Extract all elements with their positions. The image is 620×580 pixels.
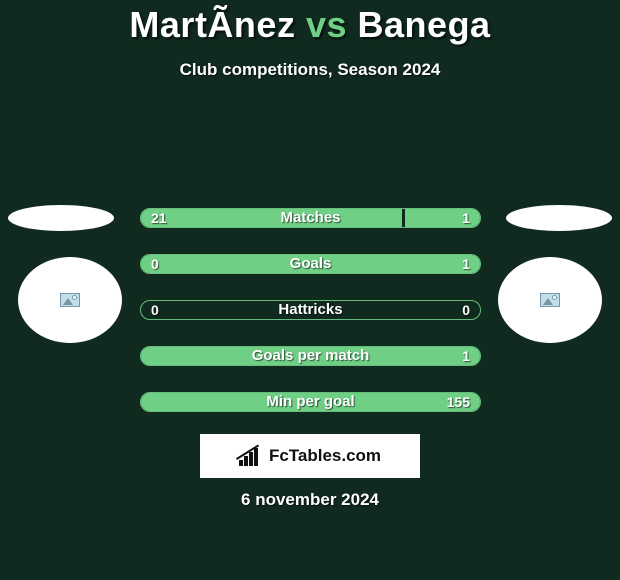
player2-ellipse-top: [506, 205, 612, 231]
bar-row: Min per goal155: [140, 392, 481, 412]
bar-value-left: 0: [151, 301, 159, 319]
placeholder-image-icon: [540, 293, 560, 307]
bar-label: Goals: [141, 255, 480, 273]
bar-row: Hattricks0 0: [140, 300, 481, 320]
bar-row: Goals0 1: [140, 254, 481, 274]
fctables-logo: FcTables.com: [200, 434, 420, 478]
player2-avatar-ellipse: [498, 257, 602, 343]
bar-row: Matches21 1: [140, 208, 481, 228]
bar-label: Hattricks: [141, 301, 480, 319]
bar-value-right: 1: [462, 209, 470, 227]
player1-ellipse-top: [8, 205, 114, 231]
player1-avatar-ellipse: [18, 257, 122, 343]
subtitle: Club competitions, Season 2024: [0, 60, 620, 80]
bar-value-right: 155: [447, 393, 470, 411]
bar-value-right: 1: [462, 347, 470, 365]
bar-chart-icon: [239, 446, 263, 466]
bar-label: Min per goal: [141, 393, 480, 411]
bar-value-left: 21: [151, 209, 167, 227]
bar-value-right: 1: [462, 255, 470, 273]
comparison-bars: Matches211Goals01Hattricks00Goals per ma…: [140, 208, 481, 438]
page-title: MartÃ­nez vs Banega: [0, 0, 620, 46]
player2-name: Banega: [358, 4, 491, 45]
logo-text: FcTables.com: [269, 446, 381, 466]
bar-value-left: 0: [151, 255, 159, 273]
date-label: 6 november 2024: [0, 490, 620, 510]
bar-value-right: 0: [462, 301, 470, 319]
bar-row: Goals per match1: [140, 346, 481, 366]
vs-label: vs: [306, 4, 347, 45]
bar-label: Goals per match: [141, 347, 480, 365]
bar-label: Matches: [141, 209, 480, 227]
placeholder-image-icon: [60, 293, 80, 307]
player1-name: MartÃ­nez: [129, 4, 295, 45]
